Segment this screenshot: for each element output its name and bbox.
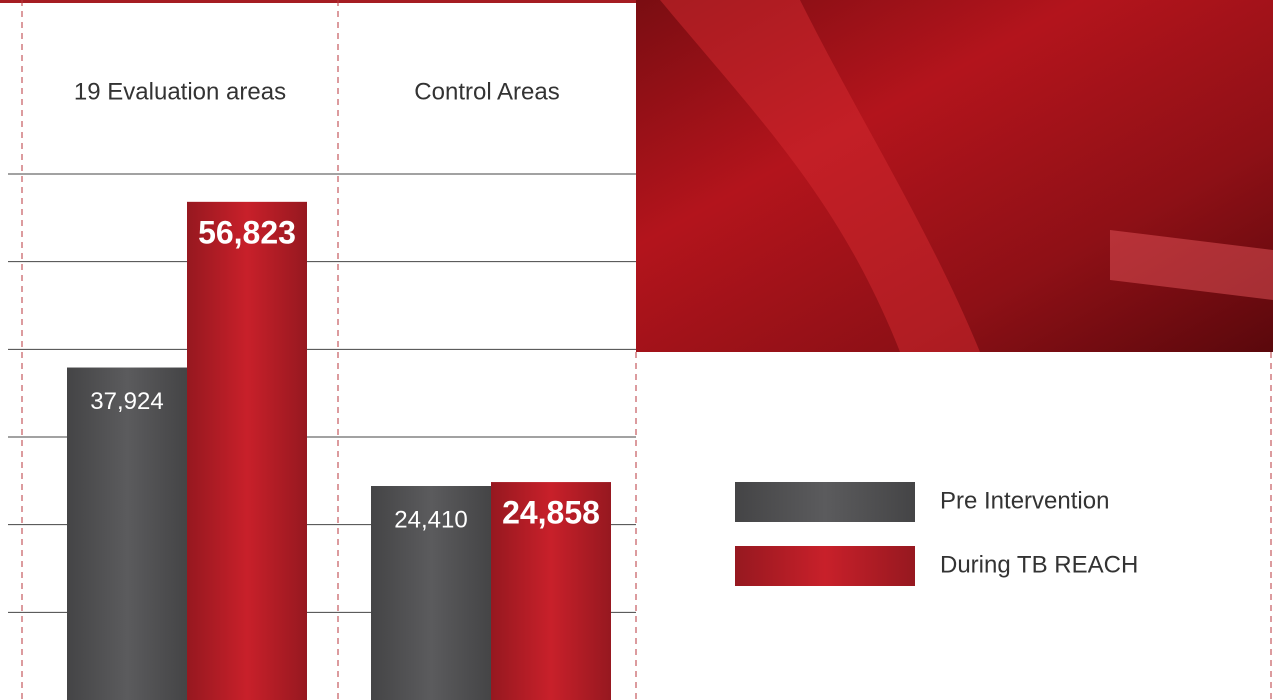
chart: 19 Evaluation areas 37,924 56,823 Control A… xyxy=(0,0,1273,700)
value-label: 56,823 xyxy=(198,214,296,250)
legend-swatch-shade xyxy=(735,482,915,522)
legend-label: Pre Intervention xyxy=(940,487,1109,514)
bar-shade xyxy=(187,202,307,700)
legend-label: During TB REACH xyxy=(940,551,1138,578)
value-label: 37,924 xyxy=(90,388,163,415)
top-rule xyxy=(0,0,636,3)
bar-shade xyxy=(67,368,187,700)
category-label: Control Areas xyxy=(414,78,559,105)
value-label: 24,858 xyxy=(502,495,600,531)
value-label: 24,410 xyxy=(394,506,467,533)
legend-swatch-shade xyxy=(735,546,915,586)
page: {"chart_data": { "type": "bar", "categor… xyxy=(0,0,1273,700)
category-label: 19 Evaluation areas xyxy=(74,78,286,105)
